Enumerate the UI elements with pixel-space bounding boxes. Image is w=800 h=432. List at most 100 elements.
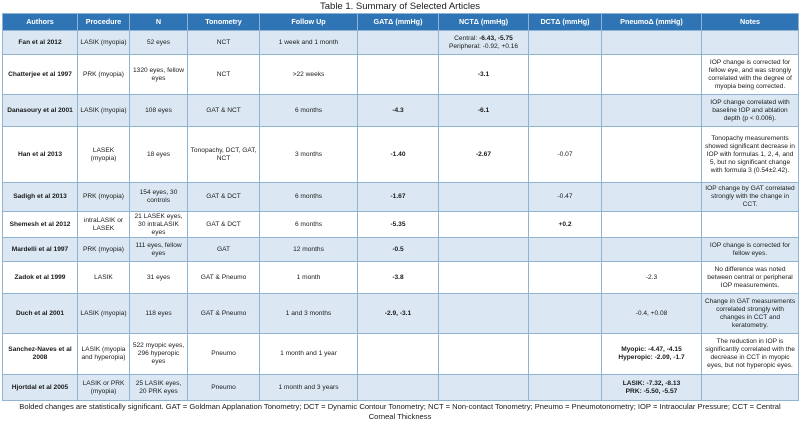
author-cell: Fan et al 2012	[2, 30, 78, 55]
n-cell: 111 eyes, fellow eyes	[129, 237, 188, 262]
tonometry-cell: GAT & DCT	[187, 211, 260, 238]
author-cell: Zadok et al 1999	[2, 261, 78, 294]
nct-cell: Central: -6.43, -5.75 Peripheral: -0.92,…	[438, 30, 529, 55]
tonometry-cell: NCT	[187, 30, 260, 55]
dct-cell	[528, 94, 602, 127]
author-cell: Danasoury et al 2001	[2, 94, 78, 127]
tonometry-cell: Pneumo	[187, 374, 260, 401]
follow-up-cell: 6 months	[259, 211, 358, 238]
notes-cell: IOP change is corrected for fellow eye, …	[701, 54, 799, 95]
pneumo-line: PRK: -5.50, -5.57	[625, 387, 678, 395]
pneumo-cell: -2.3	[601, 261, 702, 294]
nct-cell: -2.67	[438, 126, 529, 183]
nct-cell	[438, 293, 529, 334]
dct-cell	[528, 293, 602, 334]
n-cell: 522 myopic eyes, 296 hyperopic eyes	[129, 333, 188, 375]
header-follow-up: Follow Up	[259, 13, 358, 31]
gat-cell: -5.35	[357, 211, 439, 238]
n-cell: 52 eyes	[129, 30, 188, 55]
nct-cell	[438, 374, 529, 401]
nct-cell	[438, 211, 529, 238]
follow-up-cell: 6 months	[259, 94, 358, 127]
gat-cell	[357, 374, 439, 401]
tonometry-cell: Tonopachy, DCT, GAT, NCT	[187, 126, 260, 183]
follow-up-cell: 1 month	[259, 261, 358, 294]
procedure-cell: LASIK (myopia)	[77, 30, 130, 55]
procedure-cell: LASIK (myopia)	[77, 94, 130, 127]
n-cell: 25 LASIK eyes, 20 PRK eyes	[129, 374, 188, 401]
table-row: Danasoury et al 2001 LASIK (myopia) 108 …	[2, 94, 799, 127]
pneumo-cell	[601, 182, 702, 212]
notes-cell	[701, 211, 799, 238]
procedure-cell: LASIK (myopia and hyperopia)	[77, 333, 130, 375]
procedure-cell: PRK (myopia)	[77, 182, 130, 212]
table-row: Chatterjee et al 1997 PRK (myopia) 1320 …	[2, 54, 799, 95]
notes-cell: The reduction in IOP is significantly co…	[701, 333, 799, 375]
procedure-cell: LASIK or PRK (myopia)	[77, 374, 130, 401]
dct-cell	[528, 54, 602, 95]
gat-cell: -1.40	[357, 126, 439, 183]
author-cell: Shemesh et al 2012	[2, 211, 78, 238]
nct-line: Peripheral: -0.92, +0.16	[441, 43, 526, 51]
header-authors: Authors	[2, 13, 78, 31]
author-cell: Duch et al 2001	[2, 293, 78, 334]
dct-cell: +0.2	[528, 211, 602, 238]
follow-up-cell: 1 month and 1 year	[259, 333, 358, 375]
notes-cell: Change in GAT measurements correlated st…	[701, 293, 799, 334]
tonometry-cell: Pneumo	[187, 333, 260, 375]
table-row: Hjortdal et al 2005 LASIK or PRK (myopia…	[2, 374, 799, 401]
procedure-cell: LASEK (myopia)	[77, 126, 130, 183]
notes-cell	[701, 374, 799, 401]
n-cell: 1320 eyes, fellow eyes	[129, 54, 188, 95]
n-cell: 21 LASEK eyes, 30 intraLASIK eyes	[129, 211, 188, 238]
nct-line: Central: -6.43, -5.75	[441, 35, 526, 43]
procedure-cell: intraLASIK or LASEK	[77, 211, 130, 238]
header-procedure: Procedure	[77, 13, 130, 31]
procedure-cell: LASIK (myopia)	[77, 293, 130, 334]
summary-table: Authors Procedure N Tonometry Follow Up …	[2, 13, 799, 401]
header-pneumo-delta: PneumoΔ (mmHg)	[601, 13, 702, 31]
gat-cell: -3.8	[357, 261, 439, 294]
follow-up-cell: 3 months	[259, 126, 358, 183]
notes-cell: IOP change by GAT correlated strongly wi…	[701, 182, 799, 212]
pneumo-line: Myopic: -4.47, -4.15	[621, 346, 682, 353]
tonometry-cell: GAT & Pneumo	[187, 293, 260, 334]
tonometry-cell: GAT & Pneumo	[187, 261, 260, 294]
pneumo-line: Hyperopic: -2.09, -1.7	[618, 354, 685, 361]
gat-cell	[357, 333, 439, 375]
pneumo-cell	[601, 237, 702, 262]
author-cell: Han et al 2013	[2, 126, 78, 183]
nct-label: Peripheral:	[448, 42, 483, 50]
gat-cell: -4.3	[357, 94, 439, 127]
n-cell: 118 eyes	[129, 293, 188, 334]
author-cell: Sadigh et al 2013	[2, 182, 78, 212]
author-cell: Mardelli et al 1997	[2, 237, 78, 262]
pneumo-cell	[601, 54, 702, 95]
header-notes: Notes	[701, 13, 799, 31]
header-row: Authors Procedure N Tonometry Follow Up …	[2, 13, 799, 31]
nct-cell	[438, 182, 529, 212]
table-row: Sanchez-Naves et al 2008 LASIK (myopia a…	[2, 333, 799, 375]
tonometry-cell: NCT	[187, 54, 260, 95]
tonometry-cell: GAT & DCT	[187, 182, 260, 212]
pneumo-cell: LASIK: -7.32, -8.13 PRK: -5.50, -5.57	[601, 374, 702, 401]
n-cell: 108 eyes	[129, 94, 188, 127]
gat-cell	[357, 54, 439, 95]
dct-cell: -0.07	[528, 126, 602, 183]
gat-cell	[357, 30, 439, 55]
notes-cell: IOP change correlated with baseline IOP …	[701, 94, 799, 127]
nct-cell	[438, 333, 529, 375]
tonometry-cell: GAT	[187, 237, 260, 262]
dct-cell: -0.47	[528, 182, 602, 212]
procedure-cell: PRK (myopia)	[77, 54, 130, 95]
header-gat-delta: GATΔ (mmHg)	[357, 13, 439, 31]
nct-label: Central:	[454, 34, 480, 42]
follow-up-cell: >22 weeks	[259, 54, 358, 95]
table-row: Zadok et al 1999 LASIK 31 eyes GAT & Pne…	[2, 261, 799, 294]
nct-cell	[438, 237, 529, 262]
table-row: Sadigh et al 2013 PRK (myopia) 154 eyes,…	[2, 182, 799, 212]
notes-cell: No difference was noted between central …	[701, 261, 799, 294]
notes-cell: IOP change is corrected for fellow eyes.	[701, 237, 799, 262]
n-cell: 18 eyes	[129, 126, 188, 183]
pneumo-cell	[601, 30, 702, 55]
